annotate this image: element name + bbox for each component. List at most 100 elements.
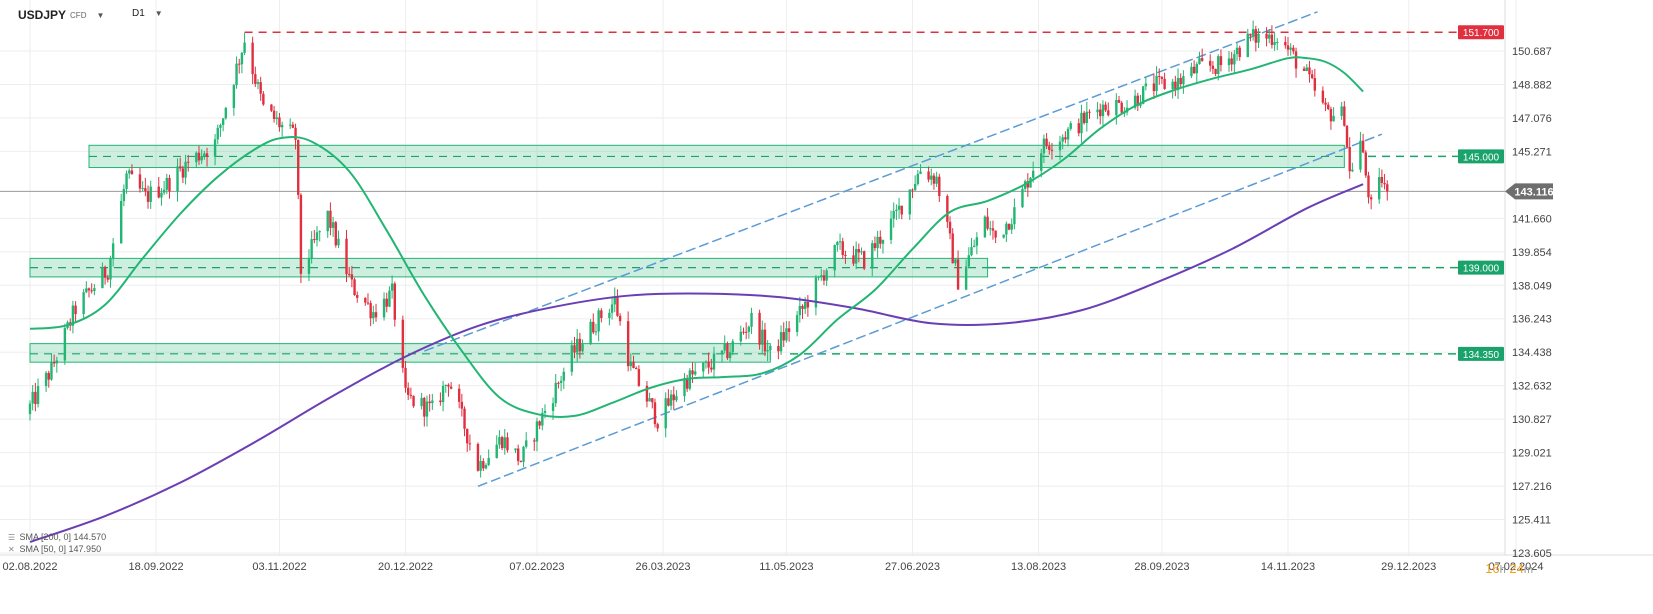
candle-body [983,216,987,238]
candle-body [1010,224,1013,230]
time-axis[interactable]: 02.08.2022 18.09.2022 03.11.2022 20.12.2022… [2,561,1543,573]
y-tick-label: 127.216 [1512,481,1552,493]
candle-body [468,443,472,445]
support-zones [29,144,1345,363]
candle-body [1302,68,1306,71]
candle-body [1268,34,1271,39]
chevron-down-icon: ▼ [154,9,163,18]
candle-body [994,230,997,238]
candle-body [449,386,453,389]
candle-body [498,437,501,445]
settings-icon[interactable]: ☰ [8,533,16,542]
candle-body [420,397,423,407]
candle-body [948,221,952,234]
candle-body [203,153,206,157]
candle-body [707,361,710,368]
candle-body [747,326,751,332]
candle-body [1045,138,1048,147]
candle-body [372,312,375,319]
candle-body [162,189,166,193]
candle-body [938,176,941,197]
candle-body [1082,112,1086,124]
candle-body [731,341,734,353]
candle-body [157,186,160,198]
candle-body [111,243,115,258]
level-label-2-text: 139.000 [1463,264,1500,275]
candle-body [251,42,254,75]
candle-body [1211,65,1215,69]
y-tick-label: 139.854 [1512,247,1552,259]
candle-body [1219,56,1223,66]
candle-body [782,332,785,341]
candle-body [1327,104,1330,110]
candle-body [1345,125,1349,147]
candle-body [235,63,238,86]
candle-body [557,382,560,384]
candle-body [594,331,598,333]
candle-body [986,216,989,229]
candle-body [318,231,321,233]
candle-body [466,428,469,444]
candle-body [412,395,415,407]
candle-body [213,139,217,157]
candle-body [806,301,810,308]
candle-body [366,302,370,304]
candle-body [597,310,600,332]
candle-body [857,248,861,253]
price-axis[interactable]: 150.687 148.882 147.076 145.271 141.660 139.8… [1512,46,1552,560]
candle-body [1359,140,1362,170]
candle-body [503,437,506,449]
candle-body [559,380,563,383]
candle-body [463,408,466,429]
candle-body [224,107,228,119]
candle-body [401,319,405,368]
candle-body [1085,111,1089,124]
candle-body [946,196,949,222]
symbol-selector[interactable]: USDJPY CFD ▼ [18,8,104,22]
candle-body [618,315,622,322]
candle-body [179,166,182,169]
candle-body [1270,34,1274,45]
candle-body [1214,68,1217,74]
candle-body [975,237,979,246]
candle-body [307,258,311,274]
candle-body [334,222,337,246]
candle-body [1117,99,1121,103]
current-price-marker [1505,183,1553,200]
close-icon[interactable]: ✕ [8,545,15,554]
candle-body [1235,47,1239,55]
candle-body [506,437,509,451]
candle-body [672,394,675,401]
sma50-line [29,56,1364,418]
candle-body [184,161,187,178]
candle-body [522,446,525,462]
symbol-name: USDJPY [18,8,67,22]
candle-body [889,218,893,240]
candle-body [310,239,313,259]
candle-body [1386,184,1389,192]
candle-body [353,279,356,296]
candle-body [822,275,826,281]
legend-sma200[interactable]: ☰ SMA [200, 0] 144.570 [8,532,106,542]
candle-body [106,277,109,280]
candle-body [221,118,225,126]
candle-body [299,194,303,274]
candle-body [1348,146,1351,172]
legend-sma50[interactable]: ✕ SMA [50, 0] 147.950 [8,544,101,554]
candle-body [369,303,372,319]
candle-body [232,85,236,108]
candle-body [1005,223,1008,235]
candle-body [1002,234,1005,238]
candle-body [964,266,968,290]
candle-body [1176,77,1180,90]
candle-body [390,283,394,291]
candle-body [860,251,863,253]
candle-body [1233,54,1236,65]
candle-body [610,304,614,313]
interval-selector[interactable]: D1 ▼ [132,8,163,19]
candle-body [667,398,670,406]
candle-body [1361,140,1365,153]
candle-body [967,255,971,267]
